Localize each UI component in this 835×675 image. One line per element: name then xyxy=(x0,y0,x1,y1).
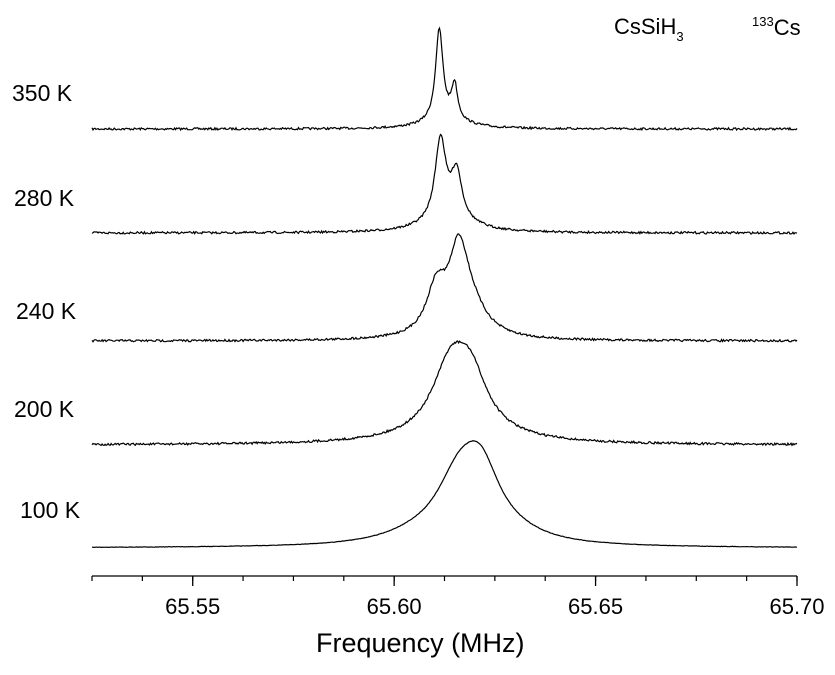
chart-title: CsSiH3 xyxy=(614,14,684,44)
spectrum-trace xyxy=(91,133,798,236)
nucleus-label: 133Cs xyxy=(752,14,801,41)
nucleus-mass-number: 133 xyxy=(752,14,774,29)
spectrum-trace xyxy=(91,340,798,447)
x-tick-label: 65.60 xyxy=(367,594,422,619)
x-tick-label: 65.65 xyxy=(568,594,623,619)
x-axis: 65.55 65.60 65.65 65.70 xyxy=(91,575,825,619)
spectra-traces xyxy=(91,26,798,549)
title-subscript: 3 xyxy=(676,29,684,44)
title-compound: CsSiH xyxy=(614,14,677,39)
series-label-100k: 100 K xyxy=(20,497,81,523)
x-tick-label: 65.70 xyxy=(769,594,824,619)
nucleus-symbol: Cs xyxy=(773,15,801,40)
spectrum-trace xyxy=(91,26,798,132)
series-label-280k: 280 K xyxy=(14,185,75,211)
x-tick-label: 65.55 xyxy=(165,594,220,619)
series-label-350k: 350 K xyxy=(12,80,73,106)
x-axis-label: Frequency (MHz) xyxy=(316,628,525,658)
spectrum-trace xyxy=(91,233,798,343)
series-label-200k: 200 K xyxy=(14,396,75,422)
series-label-240k: 240 K xyxy=(16,298,77,324)
spectrum-trace xyxy=(91,440,798,549)
